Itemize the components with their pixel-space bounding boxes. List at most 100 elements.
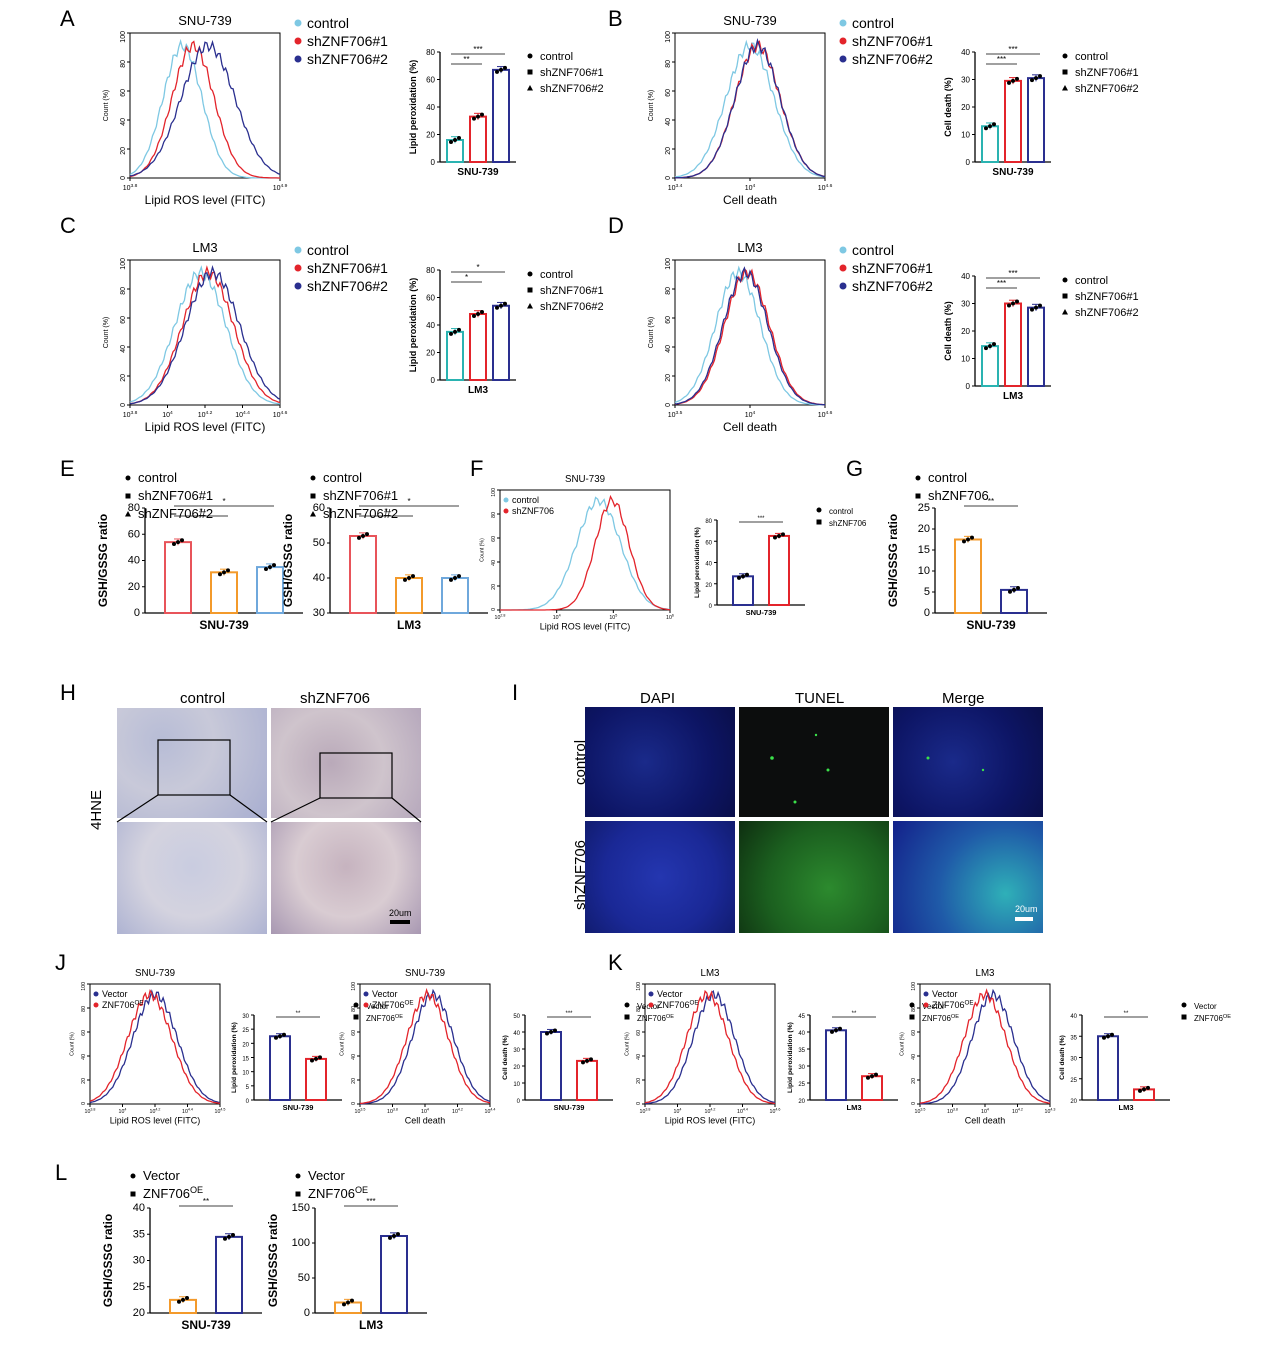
bar-chart-j1: 0 5 10 15 20 25 30 Lipid peroxidation (%) SNU-73…: [231, 1002, 403, 1112]
legend-marker: [1062, 277, 1068, 283]
histogram-j2: SNU-739 0 20 40 60 80 100 Count (%) 103.5 103.8 10…: [340, 968, 496, 1126]
data-point: [181, 1297, 185, 1302]
y-tick-label: 20: [961, 327, 970, 336]
bar-shznf706-2: [1027, 306, 1045, 387]
data-point: [346, 1300, 350, 1305]
hist-title: LM3: [976, 968, 995, 979]
significance-label: *: [465, 273, 468, 282]
x-axis-label: SNU-739: [283, 1103, 314, 1112]
x-tick-label: 104.4: [182, 1108, 193, 1115]
bar-chart-a: 0 20 40 60 80 Lipid peroxidation (%) SNU-739 **…: [408, 45, 604, 178]
y-tick-label: 0: [351, 1102, 357, 1105]
y-tick-label: 100: [665, 258, 672, 270]
legend-label: ZNF706OE: [372, 999, 414, 1010]
data-point: [476, 312, 480, 316]
panel-label-a: A: [60, 6, 75, 31]
tunel-control-image: [739, 707, 889, 817]
y-tick-label: 60: [665, 89, 672, 97]
y-tick-label: 0: [81, 1102, 87, 1105]
legend-marker: [93, 1002, 99, 1008]
data-point: [1106, 1034, 1110, 1039]
y-tick-label: 35: [798, 1048, 805, 1054]
legend-marker: [527, 287, 533, 293]
bar-vector: [1097, 1035, 1119, 1101]
hist-curve-shznf706-1: [675, 40, 826, 179]
y-tick-label: 100: [292, 1237, 310, 1249]
y-tick-label: 5: [246, 1085, 250, 1091]
y-tick-label: 20: [351, 1078, 357, 1084]
x-tick-label: 103.8: [85, 1108, 96, 1115]
significance-label: *: [199, 507, 202, 516]
legend-marker: [294, 55, 302, 63]
x-axis-label: Cell death: [405, 1116, 446, 1126]
x-axis-label: Lipid ROS level (FITC): [540, 622, 631, 632]
hist-curve-control: [500, 496, 671, 611]
x-axis-label: SNU-739: [746, 608, 777, 617]
h-col-label-control: control: [180, 690, 226, 707]
legend-marker: [353, 1002, 359, 1008]
y-tick-label: 60: [911, 1030, 917, 1036]
data-point: [1038, 303, 1042, 308]
bar-shznf706-1: [1004, 79, 1022, 163]
significance-label: *: [222, 497, 225, 506]
x-axis-label: LM3: [359, 1318, 383, 1332]
y-tick-label: 100: [665, 31, 672, 43]
legend-marker: [915, 493, 921, 499]
i-scale-label: 20um: [1015, 904, 1038, 914]
y-tick-label: 40: [665, 118, 672, 126]
histogram-k1: LM3 0 20 40 60 80 100 Count (%) 103.8 104 104.2 104…: [625, 968, 781, 1126]
y-tick-label: 20: [128, 581, 140, 593]
data-point: [834, 1028, 838, 1033]
data-point: [1016, 586, 1020, 591]
data-point: [992, 342, 996, 347]
hist-title: SNU-739: [178, 13, 231, 28]
y-tick-label: 20: [120, 147, 127, 155]
legend-label: shZNF706#1: [540, 285, 604, 297]
y-tick-label: 50: [513, 1014, 520, 1020]
hist-curve-znf706oe: [89, 988, 221, 1104]
legend-label: control: [307, 242, 349, 258]
legend-marker: [363, 991, 369, 997]
y-tick-label: 30: [513, 1048, 520, 1054]
y-tick-label: 10: [961, 131, 970, 140]
x-tick-label: 103.5: [915, 1108, 926, 1115]
data-point: [1008, 589, 1012, 594]
x-tick-label: 103.8: [387, 1108, 398, 1115]
hist-curve-shznf706-2: [674, 266, 825, 406]
legend-label: shZNF706#2: [1075, 307, 1139, 319]
data-point: [274, 1035, 278, 1040]
legend-marker: [130, 1191, 136, 1197]
bar-shznf706-1: [469, 115, 487, 163]
plot-frame: [674, 259, 826, 406]
y-tick-label: 80: [491, 512, 497, 518]
data-point: [503, 301, 507, 306]
y-tick-label: 0: [304, 1307, 310, 1319]
y-tick-label: 80: [120, 287, 127, 295]
data-point: [472, 116, 476, 121]
hist-title: LM3: [192, 240, 217, 255]
data-point: [231, 1232, 235, 1237]
bar-chart-k2: 20 25 30 35 40 Cell death (%) LM3 ** Vector ZNF70…: [1059, 1002, 1231, 1112]
y-axis-label: Lipid peroxidation (%): [408, 278, 418, 373]
y-tick-label: 40: [911, 1054, 917, 1060]
legend-label: shZNF706#1: [540, 67, 604, 79]
significance-label: ***: [997, 279, 1006, 288]
y-axis-label: Count (%): [103, 90, 110, 122]
y-tick-label: 40: [120, 345, 127, 353]
legend-label: shZNF706#2: [307, 278, 388, 294]
bar-chart-l2: 0 50 100 150 GSH/GSSG ratio LM3 *** Vector ZNF70…: [266, 1168, 427, 1332]
bar-control: [954, 538, 982, 614]
significance-label: ***: [1008, 269, 1017, 278]
bar-shznf706: [768, 534, 790, 606]
x-tick-label: 104.6: [770, 1108, 781, 1115]
data-point: [176, 540, 180, 545]
data-point: [396, 1232, 400, 1237]
y-axis-label: Count (%): [480, 538, 486, 562]
merge-control-image: [893, 707, 1043, 817]
bar-chart-d: 0 10 20 30 40 Cell death (%) LM3 ****** control s…: [943, 269, 1139, 402]
y-tick-label: 25: [133, 1281, 145, 1293]
y-tick-label: 60: [636, 1030, 642, 1036]
hist-curve-shznf706-2: [675, 37, 826, 179]
y-tick-label: 15: [918, 544, 930, 556]
y-axis-label: Count (%): [648, 317, 655, 349]
